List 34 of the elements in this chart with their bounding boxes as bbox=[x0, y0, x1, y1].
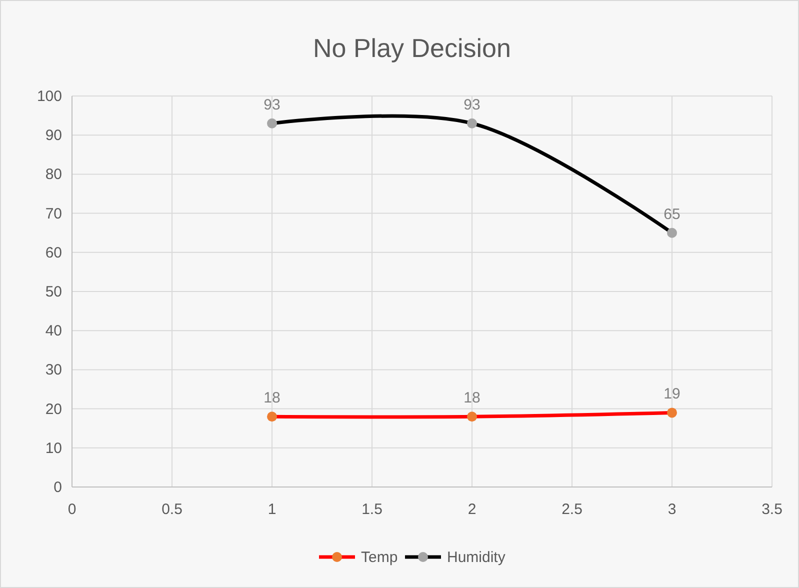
x-tick-label: 0.5 bbox=[162, 501, 182, 518]
y-tick-label: 90 bbox=[45, 127, 62, 144]
x-tick-label: 3 bbox=[668, 501, 676, 518]
data-label: 93 bbox=[264, 96, 280, 114]
point bbox=[267, 412, 277, 422]
x-tick-label: 3.5 bbox=[762, 501, 782, 518]
point bbox=[667, 408, 677, 418]
x-tick-label: 1.5 bbox=[362, 501, 382, 518]
y-tick-label: 10 bbox=[45, 440, 62, 457]
y-tick-label: 30 bbox=[45, 362, 62, 379]
chart-title: No Play Decision bbox=[313, 33, 511, 63]
y-tick-label: 0 bbox=[54, 479, 62, 496]
y-tick-label: 60 bbox=[45, 244, 62, 262]
y-tick-label: 100 bbox=[36, 88, 62, 105]
y-tick-label: 50 bbox=[45, 284, 62, 300]
legend-label: Temp bbox=[361, 549, 398, 566]
x-tick-label: 1 bbox=[268, 501, 276, 518]
data-label: 18 bbox=[464, 390, 480, 407]
point bbox=[467, 118, 477, 128]
data-label: 93 bbox=[464, 96, 480, 114]
point bbox=[467, 412, 477, 422]
y-tick-label: 80 bbox=[45, 166, 62, 184]
data-label: 65 bbox=[664, 206, 680, 223]
y-tick-label: 20 bbox=[45, 400, 62, 418]
point bbox=[667, 228, 677, 238]
x-tick-label: 2 bbox=[468, 501, 476, 518]
data-label: 18 bbox=[264, 390, 280, 407]
y-tick-label: 40 bbox=[45, 322, 62, 340]
x-tick-label: 0 bbox=[68, 501, 76, 518]
legend-label: Humidity bbox=[447, 549, 506, 566]
point bbox=[267, 118, 277, 128]
x-tick-label: 2.5 bbox=[562, 501, 582, 518]
y-tick-label: 70 bbox=[45, 205, 62, 222]
data-label: 19 bbox=[664, 386, 680, 403]
